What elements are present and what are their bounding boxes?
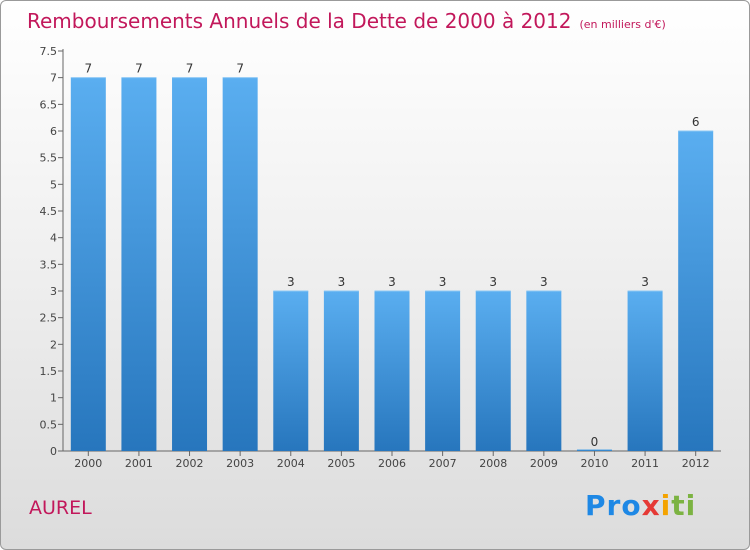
y-tick-label: 3 [50,285,57,298]
data-label: 3 [641,275,649,289]
y-tick-label: 4 [50,232,57,245]
x-tick-labels: 2000 2001 2002 2003 2004 2005 2006 2007 2008 2009… [74,457,709,470]
bar [70,77,106,452]
bar [121,77,157,452]
y-tick-label: 0.5 [40,418,58,431]
bar [526,291,562,451]
y-tick-label: 0 [50,445,57,458]
x-tick-label: 2006 [378,457,406,470]
data-label: 7 [84,62,92,76]
data-label: 7 [135,62,143,76]
bar [627,291,663,451]
commune-name: AUREL [29,497,92,519]
y-tick-label: 4.5 [40,205,58,218]
y-tick-label: 1 [50,392,57,405]
y-tick-label: 7 [50,72,57,85]
x-tick-label: 2007 [429,457,457,470]
bar [576,449,612,451]
x-tick-label: 2003 [226,457,254,470]
bars [70,77,714,452]
x-tick-label: 2000 [74,457,102,470]
y-tick-label: 5 [50,178,57,191]
data-label: 3 [439,275,447,289]
logo-part-2: x [641,489,661,522]
bar [172,77,208,452]
x-tick-label: 2004 [277,457,305,470]
bar [475,291,511,451]
data-label: 7 [236,62,244,76]
proxiti-logo: Proxiti [585,489,696,522]
y-tick-labels: 0 0.5 1 1.5 2 2.5 3 3.5 4 4.5 5 5.5 6 6.5 7 7.5 [40,45,58,458]
data-label: 3 [338,275,346,289]
logo-part-4: ti [671,489,697,522]
x-tick-label: 2012 [682,457,710,470]
bar [222,77,258,452]
y-tick-label: 3.5 [40,258,58,271]
chart-unit: (en milliers d'€) [579,18,666,31]
data-label: 3 [287,275,295,289]
y-tick-label: 7.5 [40,45,58,58]
data-label: 0 [591,435,599,449]
x-tick-label: 2005 [327,457,355,470]
logo-part-3: i [660,489,672,522]
y-tick-label: 6 [50,125,57,138]
logo-part-1: Pro [585,489,642,522]
data-labels: 7 7 7 7 3 3 3 3 3 3 0 3 6 [84,62,699,449]
data-label: 3 [388,275,396,289]
x-tick-label: 2001 [125,457,153,470]
bar [425,291,461,451]
y-tick-label: 6.5 [40,98,58,111]
bar [323,291,359,451]
bar [374,291,410,451]
x-tick-label: 2008 [479,457,507,470]
y-tick-label: 1.5 [40,365,58,378]
data-label: 3 [540,275,548,289]
bar [678,131,714,451]
x-tick-label: 2011 [631,457,659,470]
y-tick-label: 2.5 [40,312,58,325]
data-label: 3 [489,275,497,289]
y-tick-label: 5.5 [40,152,58,165]
x-tick-label: 2002 [176,457,204,470]
data-label: 7 [186,62,194,76]
x-tick-label: 2009 [530,457,558,470]
chart-title: Remboursements Annuels de la Dette de 20… [27,9,666,33]
chart-title-text: Remboursements Annuels de la Dette de 20… [27,9,572,33]
x-tick-label: 2010 [580,457,608,470]
data-label: 6 [692,115,700,129]
bar [273,291,309,451]
y-tick-label: 2 [50,338,57,351]
